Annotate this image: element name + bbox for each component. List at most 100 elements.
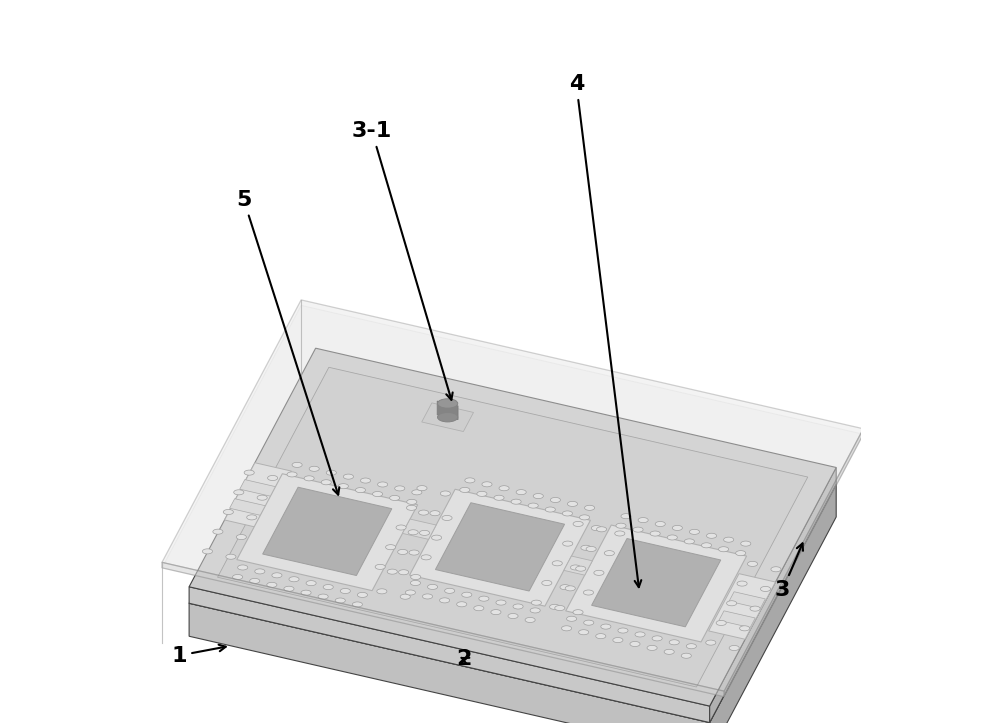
Ellipse shape (701, 543, 712, 548)
Ellipse shape (741, 541, 751, 546)
Ellipse shape (565, 586, 575, 591)
Polygon shape (410, 489, 590, 606)
Polygon shape (422, 403, 474, 432)
Ellipse shape (326, 470, 336, 475)
Ellipse shape (560, 585, 570, 590)
Polygon shape (729, 591, 765, 609)
Ellipse shape (406, 505, 417, 510)
Ellipse shape (635, 632, 645, 637)
Polygon shape (710, 484, 836, 723)
Ellipse shape (457, 602, 467, 607)
Ellipse shape (474, 606, 484, 611)
Ellipse shape (729, 646, 739, 651)
Ellipse shape (585, 505, 595, 510)
Ellipse shape (357, 592, 367, 597)
Ellipse shape (689, 529, 700, 534)
Ellipse shape (573, 521, 583, 526)
Polygon shape (189, 587, 710, 722)
Ellipse shape (247, 515, 257, 520)
Ellipse shape (771, 567, 781, 572)
Ellipse shape (460, 487, 470, 492)
Polygon shape (240, 479, 276, 496)
Text: 4: 4 (569, 74, 641, 587)
Ellipse shape (202, 549, 213, 554)
Ellipse shape (428, 584, 438, 589)
Ellipse shape (601, 624, 611, 629)
Ellipse shape (412, 489, 422, 495)
Ellipse shape (445, 589, 455, 594)
Ellipse shape (352, 602, 362, 607)
Ellipse shape (318, 594, 328, 599)
Ellipse shape (579, 630, 589, 635)
Ellipse shape (213, 529, 223, 534)
Ellipse shape (737, 581, 747, 586)
Ellipse shape (724, 537, 734, 542)
Ellipse shape (250, 578, 260, 583)
Ellipse shape (638, 518, 648, 523)
Ellipse shape (491, 609, 501, 615)
Ellipse shape (343, 474, 353, 479)
Ellipse shape (545, 507, 555, 512)
Polygon shape (719, 611, 755, 628)
Ellipse shape (664, 649, 674, 654)
Ellipse shape (594, 570, 604, 576)
Ellipse shape (340, 589, 350, 594)
Ellipse shape (309, 466, 319, 471)
Ellipse shape (760, 586, 771, 591)
Ellipse shape (321, 480, 331, 485)
Ellipse shape (706, 640, 716, 645)
Ellipse shape (681, 653, 691, 658)
Ellipse shape (533, 494, 543, 499)
Ellipse shape (375, 565, 385, 570)
Ellipse shape (304, 476, 314, 481)
Ellipse shape (432, 535, 442, 540)
Ellipse shape (494, 495, 504, 500)
Ellipse shape (440, 491, 450, 496)
Ellipse shape (244, 470, 254, 475)
Ellipse shape (655, 521, 665, 526)
Ellipse shape (530, 608, 540, 613)
Ellipse shape (633, 527, 643, 532)
Text: 3-1: 3-1 (352, 121, 453, 400)
Polygon shape (225, 463, 291, 529)
Ellipse shape (236, 534, 246, 539)
Ellipse shape (360, 478, 371, 483)
Ellipse shape (706, 534, 717, 539)
Ellipse shape (233, 575, 243, 580)
Ellipse shape (511, 499, 521, 504)
Ellipse shape (581, 545, 591, 550)
Ellipse shape (272, 573, 282, 578)
Text: 3: 3 (775, 544, 803, 601)
Ellipse shape (542, 581, 552, 586)
Ellipse shape (667, 535, 677, 540)
Ellipse shape (550, 497, 560, 502)
Ellipse shape (562, 511, 572, 516)
Text: 5: 5 (236, 190, 339, 495)
Ellipse shape (525, 617, 535, 623)
Ellipse shape (555, 605, 565, 610)
Polygon shape (162, 562, 724, 697)
Ellipse shape (409, 550, 419, 555)
Polygon shape (724, 429, 863, 697)
Ellipse shape (562, 626, 572, 631)
Polygon shape (230, 499, 266, 515)
Ellipse shape (583, 590, 594, 595)
Ellipse shape (378, 482, 388, 487)
Ellipse shape (621, 513, 631, 518)
Ellipse shape (223, 510, 233, 515)
Ellipse shape (267, 582, 277, 587)
Ellipse shape (727, 601, 737, 606)
Ellipse shape (437, 399, 458, 408)
Ellipse shape (289, 577, 299, 582)
Polygon shape (437, 401, 458, 419)
Ellipse shape (400, 594, 410, 599)
Text: 2: 2 (457, 649, 472, 669)
Ellipse shape (630, 641, 640, 646)
Ellipse shape (508, 614, 518, 619)
Ellipse shape (650, 531, 660, 536)
Polygon shape (162, 305, 863, 697)
Ellipse shape (652, 636, 662, 641)
Ellipse shape (386, 544, 396, 549)
Ellipse shape (422, 594, 433, 599)
Ellipse shape (390, 495, 400, 500)
